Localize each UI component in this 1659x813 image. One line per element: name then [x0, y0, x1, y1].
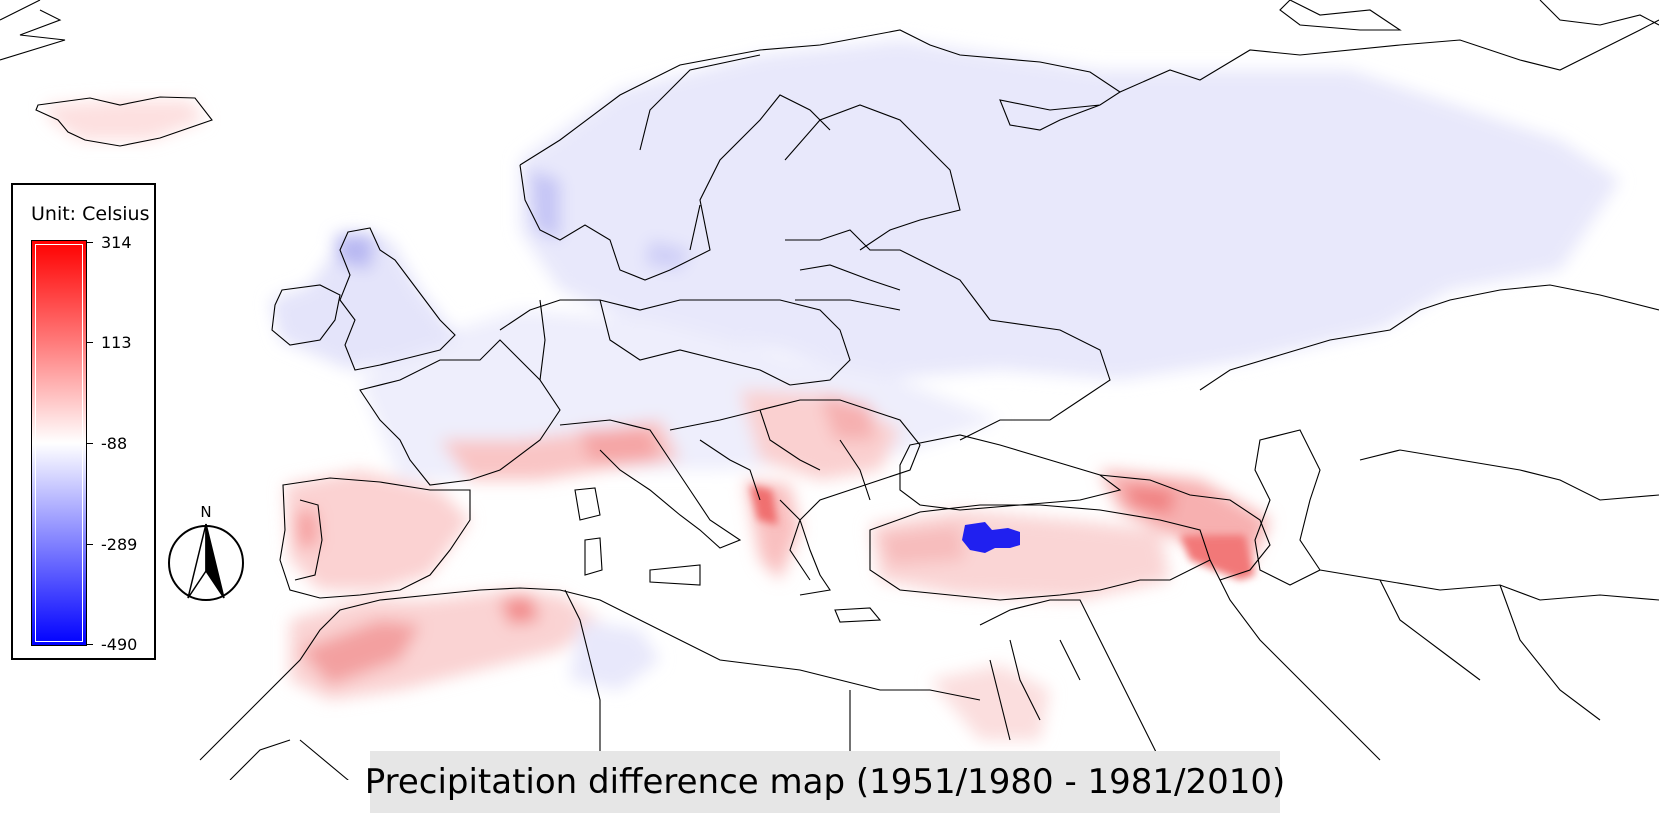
colorbar-gradient — [31, 240, 87, 646]
north-arrow-icon: N — [168, 503, 244, 601]
north-arrow-label: N — [200, 503, 211, 521]
country-borders — [0, 0, 1659, 791]
colorbar-tick-1 — [87, 242, 93, 243]
colorbar-legend: Unit: Celsius 314 113 -88 -289 -490 — [11, 183, 156, 660]
colorbar-tick-3 — [87, 443, 93, 444]
colorbar-tick-label: -289 — [101, 535, 138, 554]
colorbar-inner-frame — [35, 244, 83, 642]
colorbar-tick-2 — [87, 342, 93, 343]
colorbar-tick-label: -490 — [101, 635, 138, 654]
colorbar-tick-5 — [87, 644, 93, 645]
colorbar-tick-label: -88 — [101, 434, 128, 453]
blue-anomaly-patch — [962, 522, 1020, 553]
colorbar-tick-4 — [87, 544, 93, 545]
map-title: Precipitation difference map (1951/1980 … — [365, 751, 1285, 813]
precipitation-field — [45, 40, 1620, 740]
colorbar-tick-label: 314 — [101, 233, 132, 252]
legend-unit-label: Unit: Celsius — [31, 203, 150, 225]
precipitation-hotspots — [750, 485, 1255, 580]
colorbar-tick-label: 113 — [101, 333, 132, 352]
